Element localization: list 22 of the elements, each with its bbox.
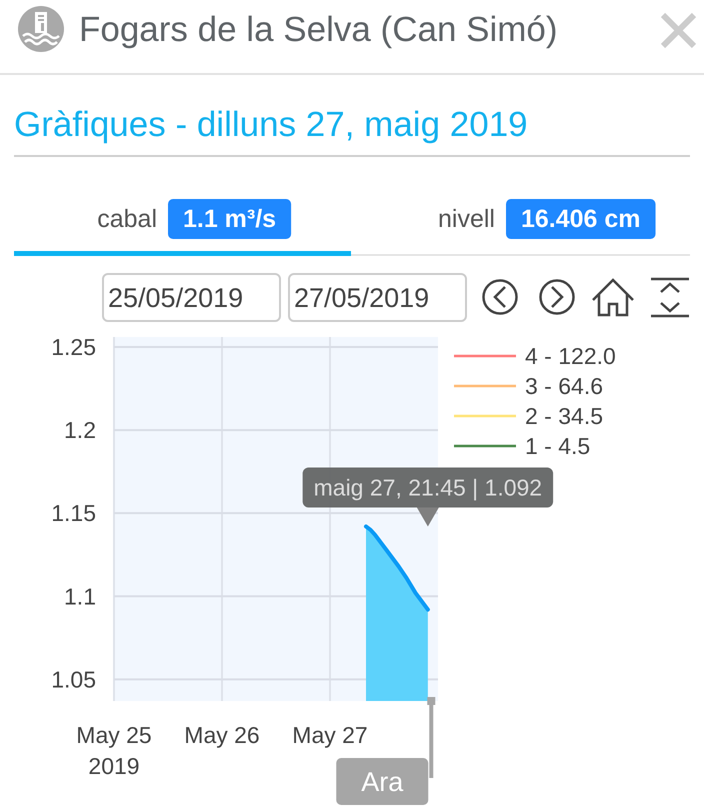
chart-title: Fogars de la Selva (Can Simó) bbox=[79, 10, 558, 49]
y-tick-label: 1.15 bbox=[51, 500, 96, 526]
chart-subtitle: Gràfiques - dilluns 27, maig 2019 bbox=[14, 105, 528, 144]
text: cabal bbox=[97, 205, 157, 233]
y-tick-label: 1.25 bbox=[51, 334, 96, 360]
x-tick-label: May 25 2019 bbox=[76, 722, 152, 779]
legend-label: 1 - 4.5 bbox=[525, 433, 590, 459]
y-tick-label: 1.05 bbox=[51, 666, 96, 692]
text: nivell bbox=[438, 205, 495, 233]
legend-label: 3 - 64.6 bbox=[525, 373, 603, 399]
text: 25/05/2019 bbox=[108, 283, 244, 313]
x-tick-label: May 26 bbox=[184, 722, 260, 748]
y-tick-label: 1.1 bbox=[64, 583, 96, 610]
x-tick-label: May 27 bbox=[292, 722, 368, 748]
annotation: maig 27, 21:45 | 1.092 bbox=[314, 474, 542, 500]
ref-line-label: Ara bbox=[361, 767, 404, 797]
text: 27/05/2019 bbox=[294, 283, 430, 313]
y-tick-label: 1.2 bbox=[64, 417, 96, 444]
legend-label: 4 - 122.0 bbox=[525, 343, 616, 369]
text: 1.1 m³/s bbox=[182, 205, 276, 233]
legend-label: 2 - 34.5 bbox=[525, 403, 603, 429]
text: 16.406 cm bbox=[521, 205, 641, 233]
